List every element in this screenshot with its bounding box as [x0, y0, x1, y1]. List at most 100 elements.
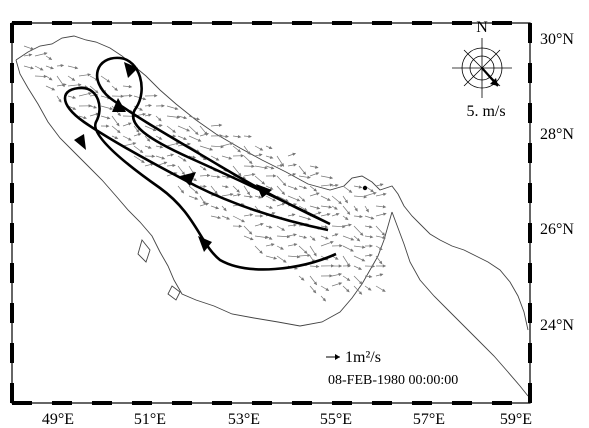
flow-vector-head — [249, 237, 254, 241]
flow-vector-head — [373, 191, 377, 196]
lon-tick-label: 55°E — [320, 411, 352, 428]
flow-vector-head — [192, 155, 197, 159]
flow-vector-head — [273, 174, 277, 178]
flow-vector-head — [148, 103, 153, 108]
arrowhead — [256, 184, 272, 198]
flow-vector-head — [327, 212, 331, 217]
flow-vector-head — [293, 223, 298, 227]
flow-vector-head — [58, 99, 62, 103]
flow-vector-head — [258, 195, 263, 199]
lat-tick-label: 24°N — [540, 317, 574, 334]
flow-vector-head — [365, 208, 369, 213]
flow-vector-head — [347, 264, 352, 268]
flow-vector-head — [325, 287, 330, 291]
flow-vector-head — [272, 198, 277, 202]
flow-vector-head — [161, 156, 166, 160]
flow-vector-head — [382, 192, 387, 196]
flow-vector-head — [325, 236, 329, 240]
flow-vector-head — [329, 176, 334, 180]
flow-vector-head — [202, 157, 207, 161]
neatline-border — [10, 21, 532, 405]
flow-vector-head — [350, 248, 354, 252]
flow-vector-head — [116, 129, 121, 134]
flow-vector-head — [382, 264, 387, 268]
flow-vector-head — [51, 87, 56, 91]
flow-vector-head — [163, 161, 168, 165]
flow-vector-head — [354, 207, 358, 212]
flow-vector-head — [30, 46, 35, 50]
flow-vector-head — [251, 164, 255, 168]
flow-vector-head — [264, 235, 269, 239]
circulation-arrowheads — [74, 62, 272, 252]
flow-vector-head — [237, 193, 242, 197]
lon-tick-label: 59°E — [500, 411, 532, 428]
flow-vector-head — [174, 106, 179, 110]
flow-vector-head — [271, 212, 276, 216]
flow-vector-head — [197, 138, 202, 142]
flow-vector-head — [271, 243, 275, 247]
flow-vector-head — [338, 264, 343, 268]
flow-vector-head — [316, 206, 321, 210]
flow-vector-head — [268, 145, 273, 149]
flow-vector-head — [317, 211, 322, 215]
flow-vector-head — [194, 190, 199, 194]
outer-circulation-loop — [63, 86, 337, 271]
flow-vector-head — [205, 132, 210, 136]
flow-vector-head — [247, 151, 251, 155]
flow-vector-head — [378, 246, 383, 251]
flow-vector-head — [220, 145, 225, 149]
flow-vector-head — [219, 134, 223, 138]
flow-vector-head — [225, 134, 229, 139]
flow-vector-head — [117, 112, 121, 117]
flow-vector-head — [346, 288, 350, 293]
flow-vector-head — [382, 235, 387, 240]
flow-vector-head — [151, 154, 156, 158]
flow-vector-head — [83, 115, 88, 120]
flow-vector-head — [135, 129, 140, 133]
flow-vector-head — [303, 185, 308, 190]
flow-vector-head — [322, 297, 327, 302]
flow-vector-head — [359, 214, 363, 219]
arrowhead — [124, 62, 138, 78]
flow-vector-head — [48, 56, 53, 60]
flow-vector-head — [50, 66, 54, 70]
flow-vector-head — [106, 79, 111, 83]
lon-tick-label: 57°E — [413, 411, 445, 428]
flow-vector-head — [176, 115, 181, 119]
flow-vector-head — [129, 94, 133, 98]
flow-vector-head — [291, 213, 296, 217]
flow-vector-head — [159, 145, 164, 149]
flow-vector-head — [128, 137, 132, 141]
flow-vector-head — [338, 272, 343, 277]
flow-vector-head — [158, 136, 163, 140]
flow-vector-head — [183, 136, 188, 140]
flow-vector-head — [311, 237, 316, 241]
flow-vector-head — [307, 175, 311, 179]
flow-vector-head — [238, 224, 243, 228]
flow-vector-head — [371, 264, 376, 268]
flow-vector-head — [273, 256, 278, 260]
flow-vector-head — [370, 189, 374, 193]
flow-vector-head — [369, 244, 373, 248]
flow-vector-head — [348, 223, 352, 227]
flow-vector-head — [363, 195, 368, 199]
legend-vector-arrowhead — [335, 354, 340, 360]
flow-vector-head — [350, 237, 355, 241]
flow-vector-head — [196, 117, 201, 121]
flow-vector-head — [369, 235, 374, 239]
flow-vector-head — [303, 250, 308, 254]
flow-vector-head — [281, 191, 286, 195]
flow-vector-head — [249, 213, 254, 217]
flow-vector-head — [335, 212, 340, 217]
flow-vector-head — [324, 225, 329, 229]
flow-vector-head — [301, 198, 306, 202]
flow-vector-head — [362, 245, 366, 249]
flow-vector-head — [172, 163, 176, 168]
flow-vector-head — [307, 217, 312, 221]
wind-speed-label: 5. m/s — [466, 103, 505, 120]
flow-vector-head — [280, 163, 284, 168]
flow-vector-head — [172, 129, 176, 133]
flow-vector-head — [186, 128, 191, 132]
flow-vector-head — [370, 216, 375, 220]
flow-vector-head — [329, 183, 334, 187]
